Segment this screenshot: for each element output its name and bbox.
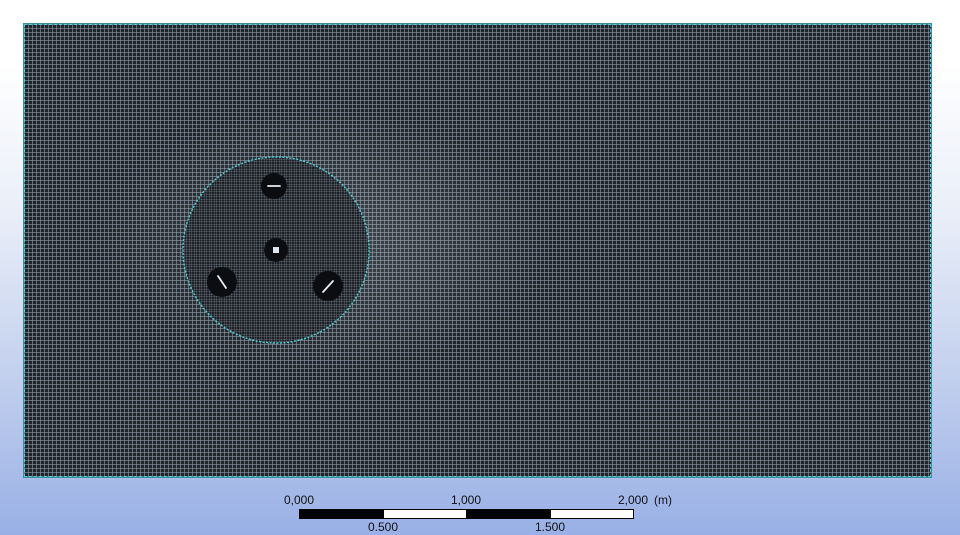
scale-label-half: 0.500 [367,520,399,534]
rotating-zone-interface [182,156,370,344]
scale-label-0: 0,000 [283,493,315,507]
scale-segment-1 [299,509,383,519]
scale-label-one-half: 1.500 [534,520,566,534]
scale-segment-2 [383,509,467,519]
scale-unit: (m) [654,493,672,507]
blade-icon [217,185,334,293]
shaft-marker [273,247,279,253]
scale-segment-3 [466,509,550,519]
scale-label-1: 1,000 [450,493,482,507]
scale-segment-4 [550,509,634,519]
mesh-domain[interactable] [24,24,931,477]
scale-label-2: 2,000 [617,493,649,507]
rotor-mesh-region [94,109,554,369]
